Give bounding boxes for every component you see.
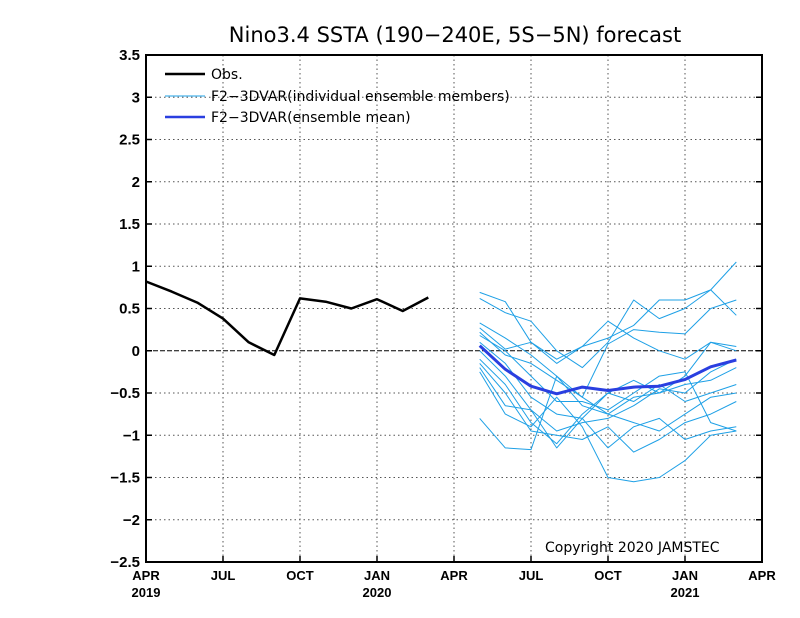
y-tick-label: −1 (123, 427, 140, 444)
legend: Obs. F2−3DVAR(individual ensemble member… (165, 67, 510, 126)
y-tick-label: −0.5 (110, 385, 140, 402)
x-tick-year: 2019 (132, 585, 161, 600)
y-tick-label: 3 (132, 89, 140, 106)
ensemble-member-line-6 (479, 335, 737, 432)
y-tick-label: −2.5 (110, 554, 140, 571)
y-tick-label: −1.5 (110, 470, 140, 487)
x-tick-label: JUL (211, 568, 236, 583)
grid-lines (146, 55, 762, 562)
x-tick-label: APR (132, 568, 160, 583)
ensemble-member-line-3 (479, 299, 737, 398)
x-tick-label: JUL (519, 568, 544, 583)
y-tick-label: 0.5 (119, 301, 140, 318)
x-tick-label: JAN (672, 568, 698, 583)
legend-label-mean: F2−3DVAR(ensemble mean) (211, 110, 411, 126)
y-tick-label: 2.5 (119, 132, 140, 149)
x-tick-year: 2021 (671, 585, 700, 600)
ensemble-member-line-10 (479, 363, 737, 453)
legend-label-obs: Obs. (211, 67, 243, 83)
y-tick-label: 1 (132, 258, 140, 275)
y-tick-label: 0 (132, 343, 140, 360)
x-tick-label: OCT (286, 568, 314, 583)
ensemble-member-line-8 (479, 350, 737, 432)
observation-polyline (145, 280, 429, 357)
copyright-text: Copyright 2020 JAMSTEC (545, 540, 720, 556)
observation-line (145, 280, 429, 357)
y-tick-label: 2 (132, 174, 140, 191)
ensemble-member-line-13 (479, 375, 737, 451)
y-axis-ticks: 3.5 3 2.5 2 1.5 1 0.5 0 −0.5 −1 −1.5 −2 −2.5 (110, 47, 762, 571)
ensemble-member-line-11 (479, 367, 737, 449)
chart-title: Nino3.4 SSTA (190−240E, 5S−5N) forecast (229, 23, 681, 47)
legend-label-members: F2−3DVAR(individual ensemble members) (211, 89, 510, 105)
ensemble-mean-line (478, 344, 737, 396)
ensemble-member-line-9 (479, 358, 737, 445)
x-tick-label: APR (748, 568, 776, 583)
ensemble-member-lines (479, 261, 737, 483)
x-tick-label: OCT (594, 568, 622, 583)
x-axis-ticks: APR 2019 JUL OCT JAN 2020 APR JUL OCT JAN 2021 APR (132, 556, 776, 600)
ensemble-member-line-12 (479, 371, 737, 483)
ensemble-mean-polyline (478, 344, 737, 396)
ensemble-member-line-1 (479, 261, 737, 360)
x-tick-label: JAN (364, 568, 390, 583)
ensemble-member-line-2 (479, 289, 737, 369)
y-tick-label: 1.5 (119, 216, 140, 233)
x-tick-label: APR (440, 568, 468, 583)
ensemble-member-line-4 (479, 320, 737, 364)
y-tick-label: 3.5 (119, 47, 140, 64)
y-tick-label: −2 (123, 512, 140, 529)
x-tick-year: 2020 (363, 585, 392, 600)
